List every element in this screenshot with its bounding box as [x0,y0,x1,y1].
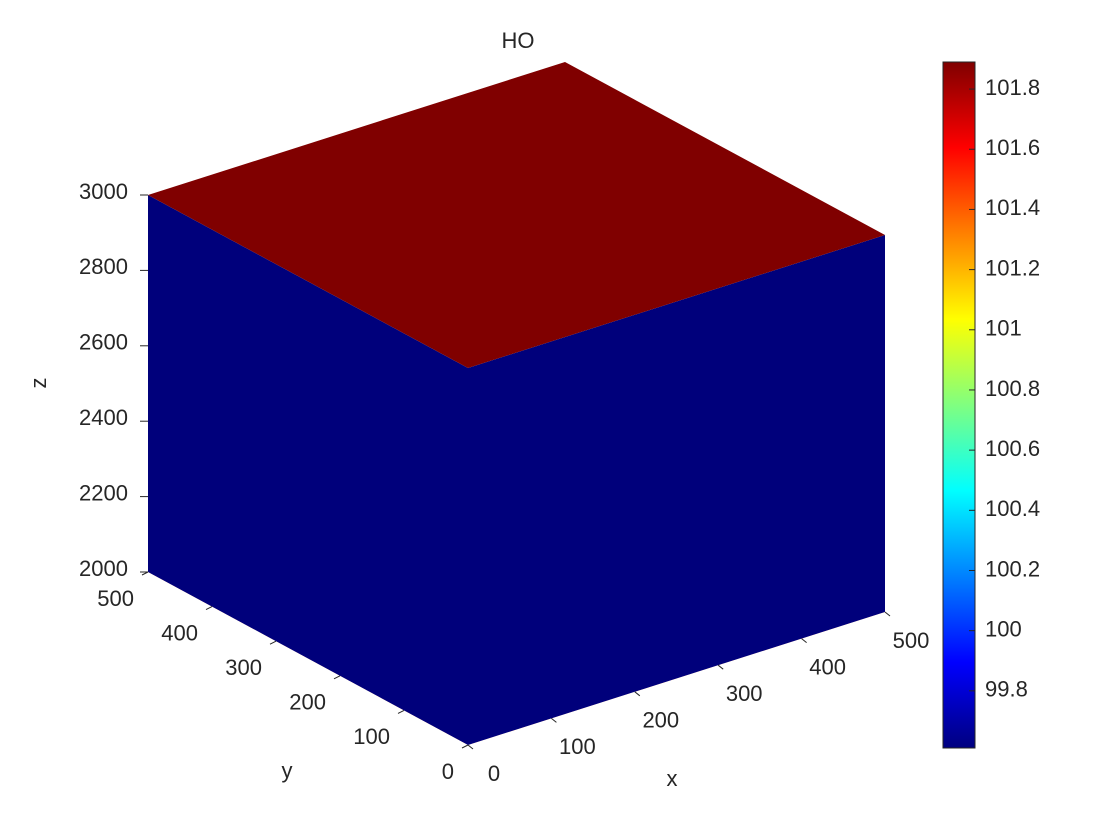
x-axis-label: x [667,766,678,791]
colorbar [942,61,976,749]
x-tick-label: 100 [559,734,596,759]
z-tick-label: 2000 [79,556,128,581]
face-x0-surface [148,195,468,745]
face-y0-surface [468,235,885,745]
y-tick [397,709,405,714]
colorbar-tick-label: 99.8 [985,677,1028,702]
x-tick [717,664,724,670]
z-tick-label: 2400 [79,405,128,430]
colorbar-tick-label: 101.2 [985,255,1040,280]
z-tick-label: 3000 [79,179,128,204]
colorbar-tick-label: 101 [985,316,1022,341]
face-top [148,62,885,368]
y-tick [461,744,469,749]
x-tick-label: 300 [726,681,763,706]
x-tick [551,718,557,723]
colorbar-tick-label: 100.8 [985,376,1040,401]
x-tick [634,691,641,697]
face-y0 [468,235,885,745]
y-axis-label: y [282,758,293,783]
x-tick [801,638,807,643]
x-tick-label: 400 [809,654,846,679]
z-tick-label: 2800 [79,254,128,279]
x-tick-label: 500 [893,628,930,653]
y-tick-label: 400 [161,620,198,645]
x-tick [884,611,891,617]
colorbar-tick-label: 101.8 [985,75,1040,100]
colorbar-tick-label: 100.4 [985,496,1040,521]
y-tick [269,640,277,645]
x-tick [467,744,474,750]
z-tick-label: 2200 [79,480,128,505]
y-tick [205,606,213,611]
colorbar-tick-label: 101.6 [985,135,1040,160]
x-tick-label: 0 [488,761,500,786]
y-tick-label: 300 [225,655,262,680]
y-tick-label: 500 [97,586,134,611]
z-axis-label: z [26,378,51,389]
colorbar-tick-label: 100.6 [985,436,1040,461]
z-tick-label: 2600 [79,330,128,355]
y-tick-label: 200 [289,690,326,715]
face-x0 [148,195,468,745]
colorbar-tick-label: 101.4 [985,195,1040,220]
chart-title: HO [502,28,535,53]
x-tick-label: 200 [642,708,679,733]
y-tick-label: 0 [442,759,454,784]
y-tick [333,675,341,680]
y-tick-label: 100 [353,724,390,749]
colorbar-tick-label: 100 [985,616,1022,641]
colorbar-tick-label: 100.2 [985,556,1040,581]
